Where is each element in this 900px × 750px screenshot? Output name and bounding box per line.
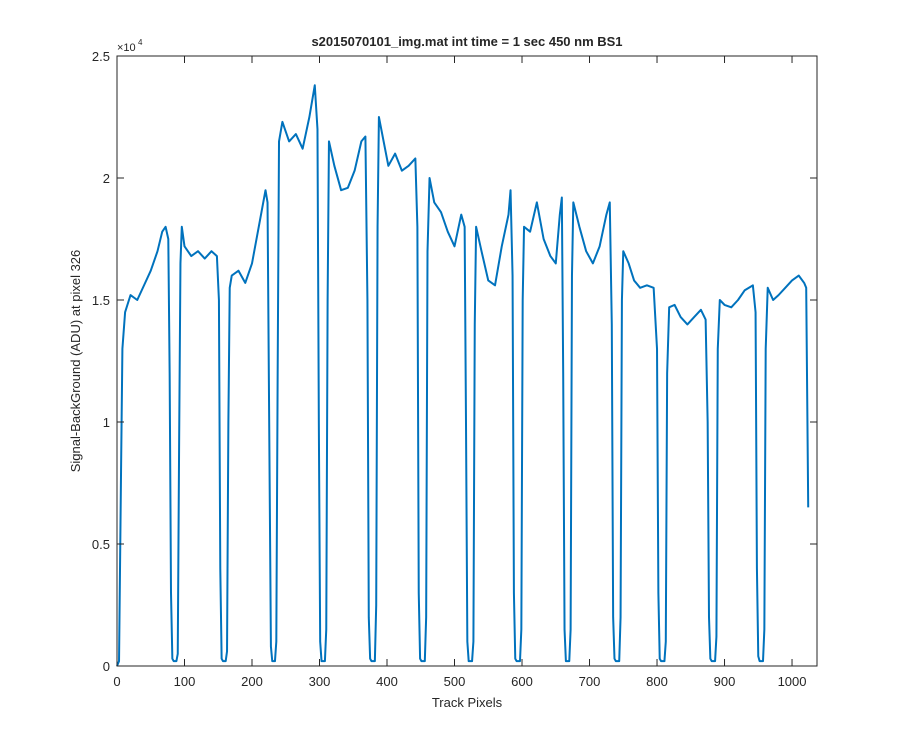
y-tick-label: 1 xyxy=(103,415,110,430)
axes-box xyxy=(116,55,818,667)
chart-title: s2015070101_img.mat int time = 1 sec 450… xyxy=(311,34,622,49)
x-tick-label: 1000 xyxy=(778,674,807,689)
x-tick-label: 300 xyxy=(309,674,331,689)
x-tick-label: 200 xyxy=(241,674,263,689)
x-tick-label: 800 xyxy=(646,674,668,689)
y-exponent-base: ×10 xyxy=(117,42,136,54)
y-tick-label: 2 xyxy=(103,171,110,186)
y-tick-label: 2.5 xyxy=(92,49,110,64)
x-tick-label: 100 xyxy=(174,674,196,689)
x-axis-label: Track Pixels xyxy=(432,695,503,710)
x-tick-label: 600 xyxy=(511,674,533,689)
x-tick-label: 700 xyxy=(579,674,601,689)
y-axis-label: Signal-BackGround (ADU) at pixel 326 xyxy=(68,250,83,473)
y-tick-label: 0.5 xyxy=(92,537,110,552)
x-tick-label: 400 xyxy=(376,674,398,689)
y-tick-label: 1.5 xyxy=(92,293,110,308)
y-exponent-power: 4 xyxy=(138,38,143,47)
y-tick-label: 0 xyxy=(103,659,110,674)
x-tick-label: 0 xyxy=(113,674,120,689)
data-line xyxy=(116,84,810,667)
x-tick-label: 900 xyxy=(714,674,736,689)
x-tick-label: 500 xyxy=(444,674,466,689)
